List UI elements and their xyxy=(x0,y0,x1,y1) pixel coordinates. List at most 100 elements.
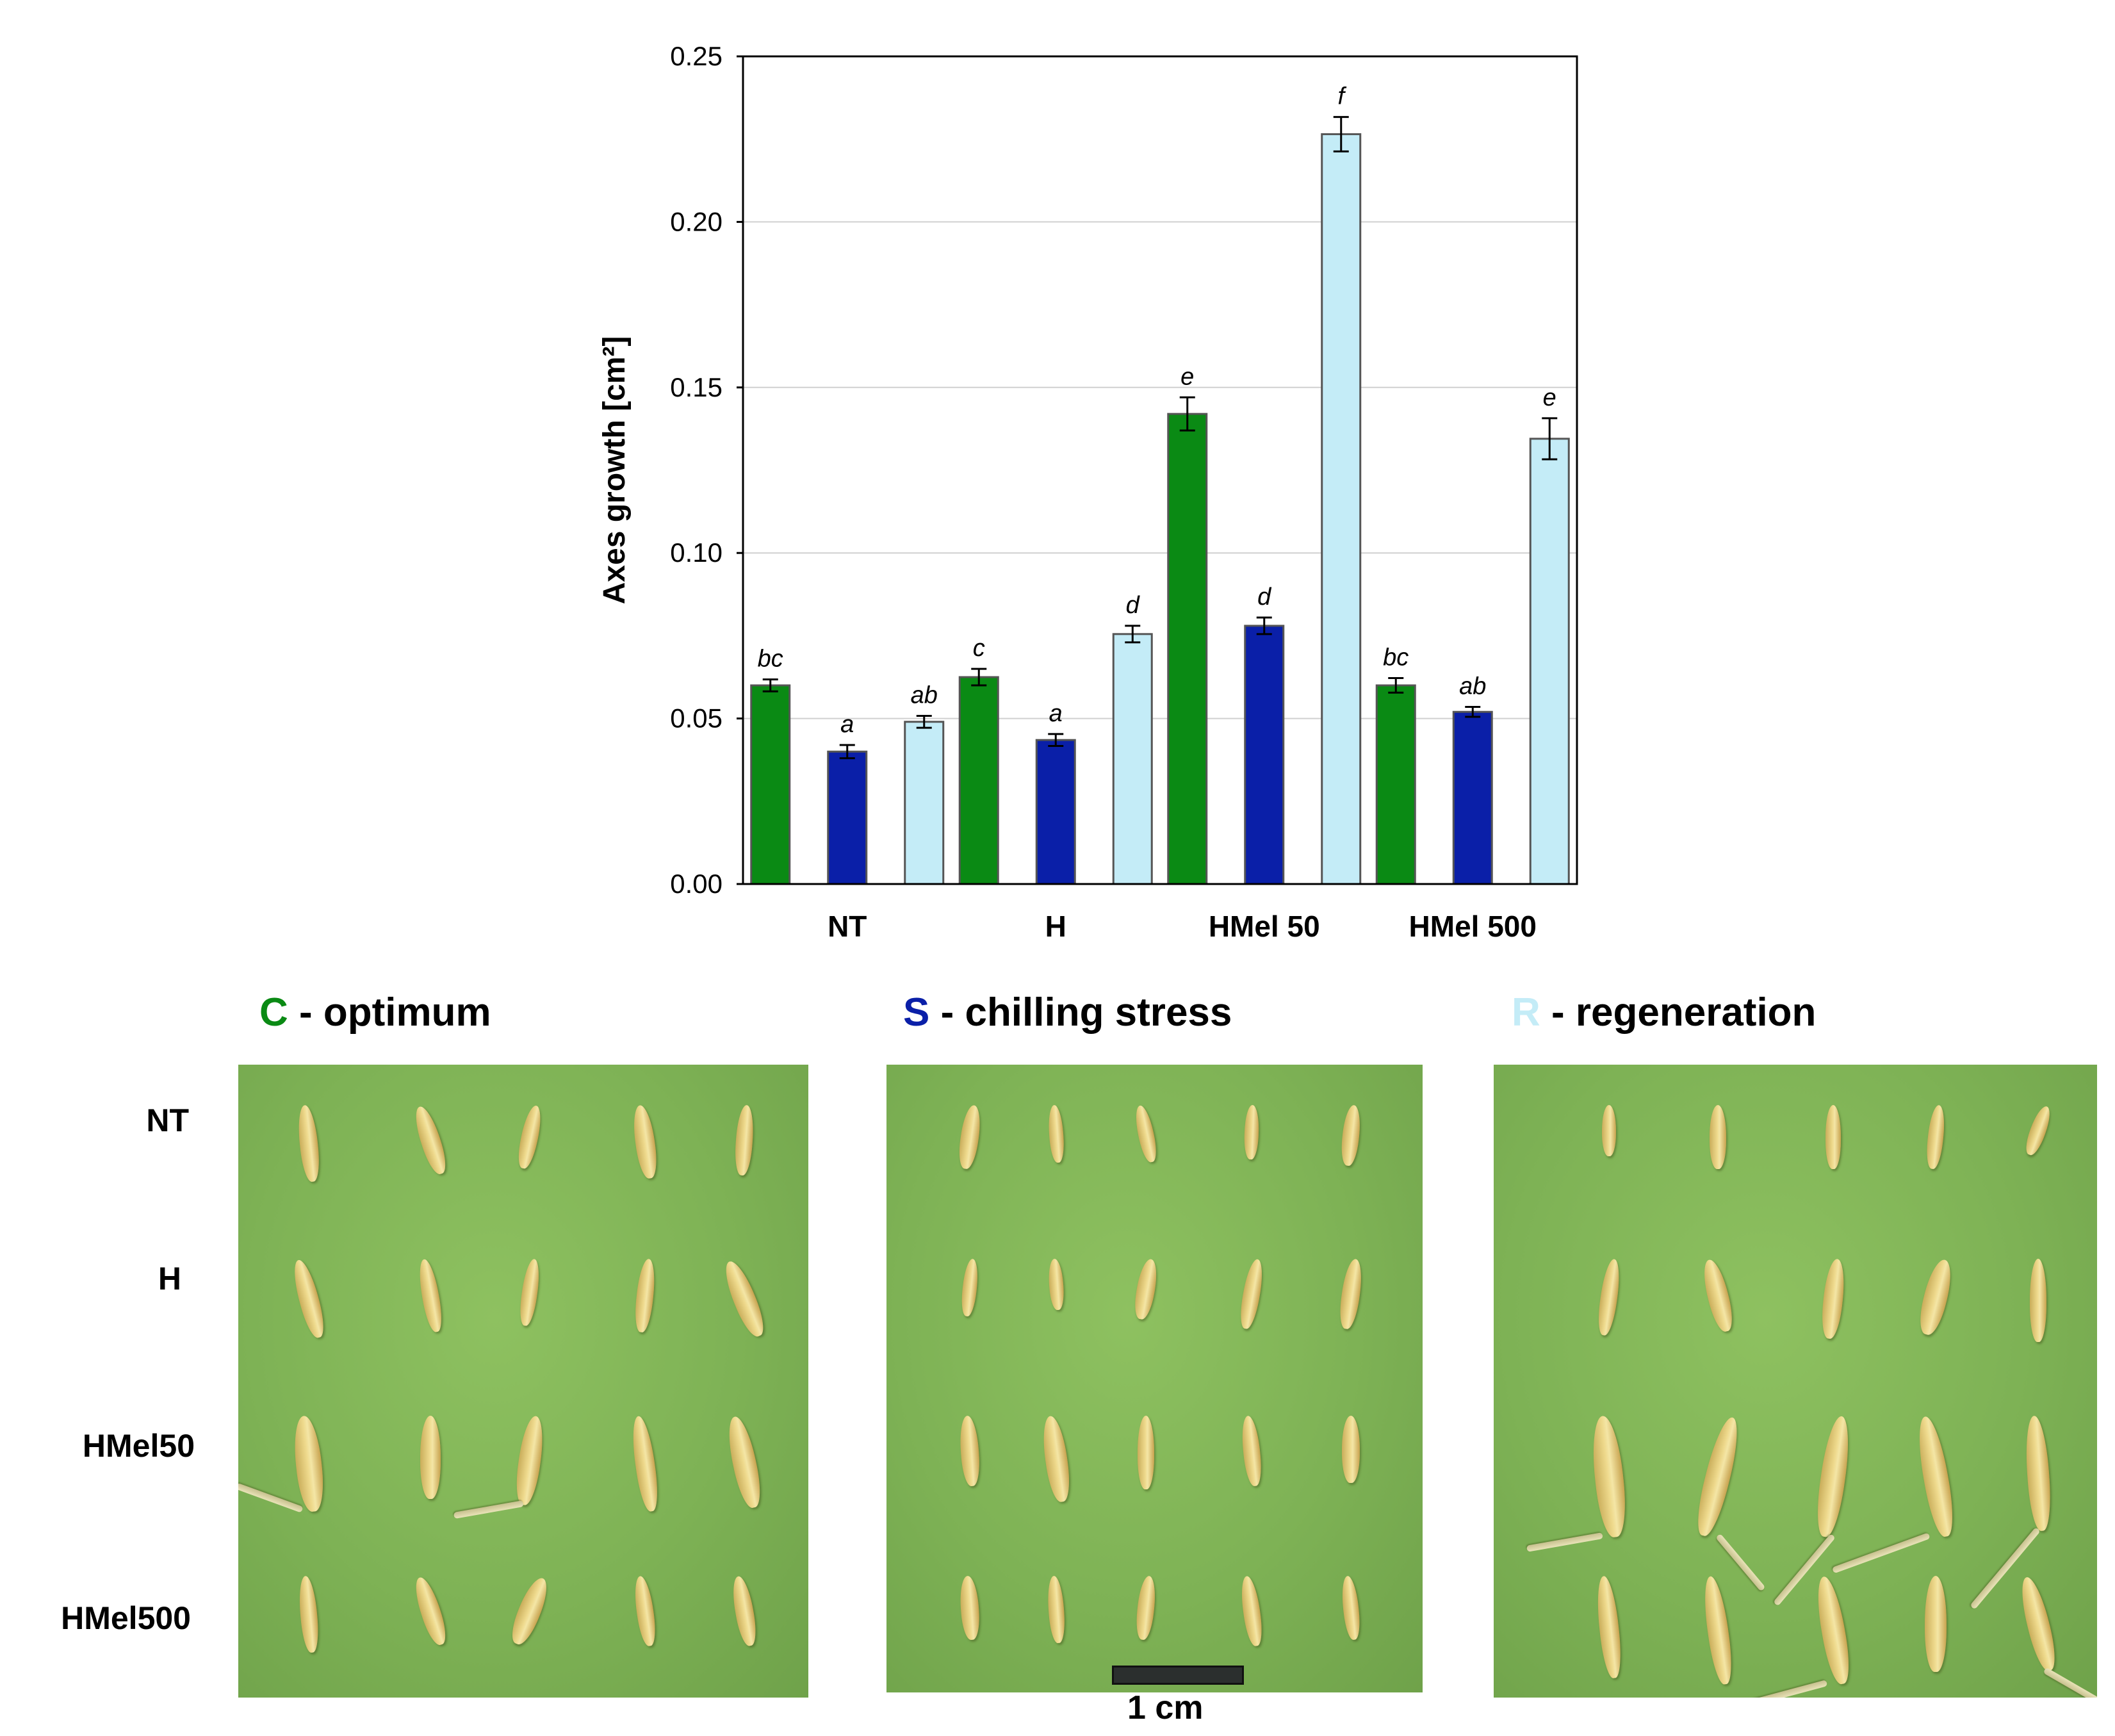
significance-label: ab xyxy=(911,682,938,708)
x-tick-label: H xyxy=(1045,910,1066,943)
significance-label: d xyxy=(1126,592,1141,619)
seedling xyxy=(416,1257,445,1334)
seedling xyxy=(1238,1575,1265,1648)
seedling xyxy=(1699,1257,1737,1334)
seedling xyxy=(723,1414,765,1511)
photo-optimum xyxy=(238,1065,808,1698)
significance-label: f xyxy=(1337,83,1346,110)
y-tick-label: 0.20 xyxy=(670,206,723,236)
y-tick-label: 0.25 xyxy=(670,41,723,71)
seedling xyxy=(1819,1257,1847,1340)
seedling xyxy=(1594,1575,1624,1680)
y-axis-ticks: 0.00 0.05 0.10 0.15 0.20 0.25 xyxy=(670,41,743,899)
panel-letter: C xyxy=(259,990,288,1035)
seedling xyxy=(1812,1414,1854,1539)
row-label-h: H xyxy=(158,1261,181,1297)
panel-title-s: S - chilling stress xyxy=(903,990,1232,1035)
seedling xyxy=(1039,1414,1074,1503)
significance-label: ab xyxy=(1459,673,1486,700)
seedling-root xyxy=(453,1500,524,1519)
seedling xyxy=(956,1104,983,1170)
row-label-nt: NT xyxy=(146,1102,189,1138)
seedling xyxy=(410,1104,451,1177)
seedling xyxy=(1825,1105,1841,1169)
seedling-root xyxy=(2043,1667,2097,1698)
seedling xyxy=(630,1104,660,1180)
seedling-root xyxy=(1831,1532,1931,1574)
bar xyxy=(1452,710,1493,885)
seedling xyxy=(420,1416,441,1499)
x-tick-label: HMel 500 xyxy=(1409,910,1537,943)
y-tick-label: 0.15 xyxy=(670,372,723,402)
bar xyxy=(904,721,945,885)
seedling xyxy=(514,1104,545,1170)
seedling xyxy=(1602,1105,1616,1156)
row-label-hmel50: HMel50 xyxy=(82,1428,195,1464)
seedling xyxy=(1047,1104,1066,1163)
seedling xyxy=(1691,1414,1745,1539)
bar xyxy=(958,676,999,885)
significance-label: bc xyxy=(1383,644,1409,671)
significance-label: e xyxy=(1180,363,1194,390)
seedling-root xyxy=(238,1482,304,1513)
significance-label: e xyxy=(1543,384,1556,411)
significance-label: d xyxy=(1257,584,1272,610)
seedling xyxy=(1339,1575,1362,1641)
plot-frame xyxy=(742,55,1578,885)
photo-chilling-stress xyxy=(886,1065,1423,1692)
seedling xyxy=(1243,1104,1260,1160)
bar-chart: bc a ab c a d e d f bc ab e 0.00 0.05 0.10 0.15 0.20 0.2… xyxy=(598,41,1578,943)
seedling xyxy=(1924,1104,1947,1170)
scale-bar xyxy=(1112,1666,1244,1685)
seedling xyxy=(729,1575,760,1648)
seedling xyxy=(1812,1575,1854,1686)
y-tick-label: 0.00 xyxy=(670,869,723,899)
seedling xyxy=(1337,1257,1365,1331)
seedling xyxy=(517,1257,543,1327)
bar xyxy=(750,684,791,885)
seedling xyxy=(506,1574,553,1648)
seedling xyxy=(2023,1415,2054,1532)
bar xyxy=(1167,413,1208,885)
seedling xyxy=(1925,1576,1947,1672)
x-tick-label: NT xyxy=(828,910,867,943)
seedling xyxy=(512,1414,547,1507)
seedling xyxy=(1131,1257,1161,1321)
seedling xyxy=(958,1415,981,1487)
seedling xyxy=(1138,1416,1154,1489)
y-tick-label: 0.05 xyxy=(670,703,723,733)
seedling-root xyxy=(1745,1680,1828,1698)
seedling xyxy=(297,1575,321,1653)
seedling xyxy=(719,1257,770,1340)
seedling xyxy=(960,1258,980,1317)
bar xyxy=(1375,684,1416,885)
panel-letter: S xyxy=(903,990,930,1035)
panel-title-c: C - optimum xyxy=(259,990,491,1035)
seedling xyxy=(733,1104,755,1176)
bar xyxy=(827,750,868,885)
seedling xyxy=(1913,1414,1959,1539)
panel-text: - regeneration xyxy=(1540,990,1817,1035)
seedling xyxy=(1132,1104,1160,1164)
panel-text: - chilling stress xyxy=(929,990,1232,1035)
seedling-root xyxy=(1715,1533,1766,1592)
gridlines xyxy=(743,221,1577,719)
seedling xyxy=(1239,1414,1264,1487)
seedling xyxy=(1339,1104,1362,1167)
seedling xyxy=(633,1257,657,1334)
significance-label: a xyxy=(1049,700,1063,727)
y-tick-label: 0.10 xyxy=(670,537,723,568)
seedling xyxy=(1595,1257,1623,1337)
seedling xyxy=(1588,1414,1629,1539)
seedling xyxy=(289,1257,329,1340)
significance-label: c xyxy=(973,635,985,662)
bar xyxy=(1112,633,1153,885)
x-axis-labels: NT H HMel 50 HMel 500 xyxy=(828,910,1537,943)
seedling xyxy=(1046,1575,1066,1644)
seedling xyxy=(628,1414,662,1513)
panel-letter: R xyxy=(1512,990,1540,1035)
y-axis-title: Axes growth [cm²] xyxy=(598,336,632,605)
x-tick-label: HMel 50 xyxy=(1209,910,1320,943)
seedling xyxy=(295,1104,322,1183)
seedling xyxy=(1915,1257,1956,1338)
